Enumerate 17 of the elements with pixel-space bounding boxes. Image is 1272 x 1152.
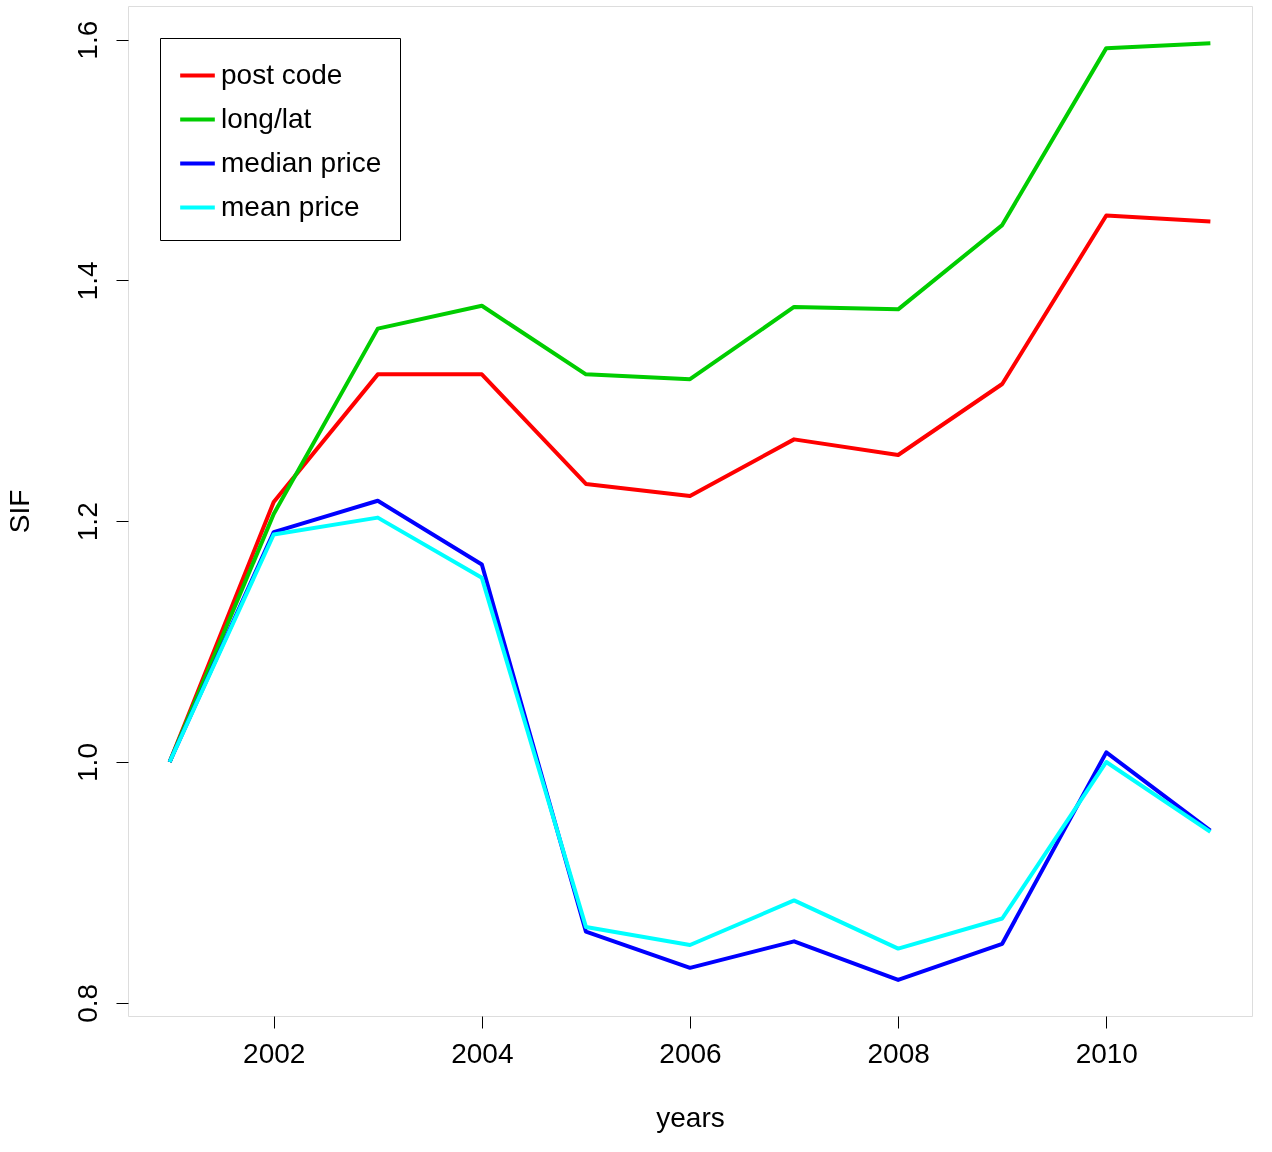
- x-tick-label: 2002: [243, 1037, 306, 1069]
- legend-label: long/lat: [221, 102, 312, 134]
- line-series: [167, 41, 1213, 764]
- x-tick-label: 2004: [451, 1037, 514, 1069]
- x-tick-label: 2010: [1075, 1037, 1138, 1069]
- y-tick-label: 1.4: [71, 261, 103, 301]
- x-axis-title: years: [656, 1101, 725, 1133]
- x-tick-label: 2006: [659, 1037, 722, 1069]
- legend-label: post code: [221, 58, 343, 90]
- legend-label: mean price: [221, 190, 360, 222]
- legend-label: median price: [221, 146, 382, 178]
- y-axis-title: SIF: [3, 489, 35, 534]
- y-tick-label: 1.2: [71, 502, 103, 542]
- y-tick-label: 1.0: [71, 743, 103, 782]
- y-tick-label: 1.6: [71, 20, 103, 60]
- x-tick-label: 2008: [867, 1037, 930, 1069]
- y-tick-label: 0.8: [71, 983, 103, 1023]
